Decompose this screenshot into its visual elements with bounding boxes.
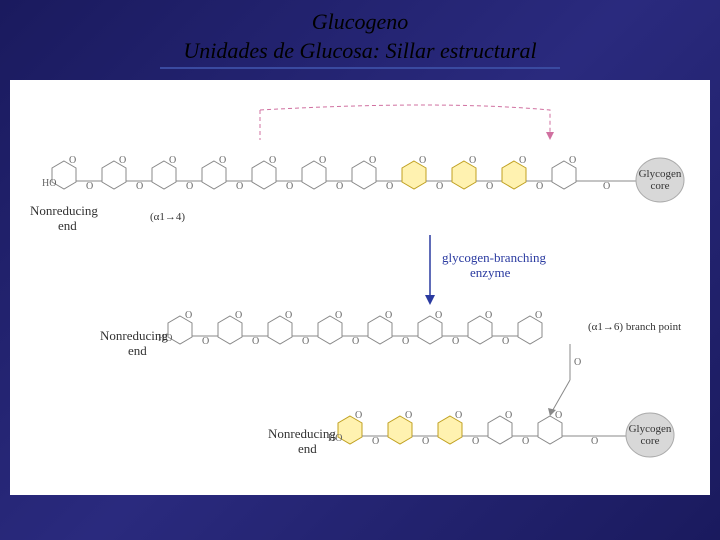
nonreducing-top-sub: end: [58, 218, 77, 233]
svg-text:O: O: [235, 310, 242, 321]
svg-text:O: O: [422, 436, 429, 447]
transfer-arrowhead: [546, 132, 554, 140]
svg-text:O: O: [252, 336, 259, 347]
nonreducing-mid-sub: end: [128, 343, 147, 358]
svg-text:O: O: [522, 436, 529, 447]
svg-text:O: O: [69, 155, 76, 166]
enzyme-label: glycogen-branching: [442, 250, 546, 265]
svg-text:O: O: [435, 310, 442, 321]
svg-text:O: O: [386, 181, 393, 192]
title-line-1: Glucogeno: [0, 8, 720, 37]
svg-text:O: O: [285, 310, 292, 321]
svg-text:O: O: [405, 410, 412, 421]
svg-text:O: O: [505, 410, 512, 421]
svg-text:O: O: [535, 310, 542, 321]
nonreducing-mid: Nonreducing: [100, 328, 168, 343]
chain-middle: O O O O O O O O O O O O O O O: [168, 310, 542, 347]
svg-text:O: O: [472, 436, 479, 447]
ho-top: HO: [42, 178, 56, 189]
transfer-dashed-arc: [260, 105, 550, 140]
enzyme-sub: enzyme: [470, 265, 511, 280]
diagram-svg: O O O O O O O O O O O O O O O O O O O O O O HO Nonreducing en…: [10, 80, 710, 495]
core-top-sub: core: [651, 180, 670, 192]
svg-text:O: O: [186, 181, 193, 192]
svg-text:O: O: [236, 181, 243, 192]
svg-text:O: O: [385, 310, 392, 321]
svg-text:O: O: [352, 336, 359, 347]
svg-text:O: O: [185, 310, 192, 321]
nonreducing-bot: Nonreducing: [268, 426, 336, 441]
svg-text:O: O: [269, 155, 276, 166]
svg-text:O: O: [402, 336, 409, 347]
slide: Glucogeno Unidades de Glucosa: Sillar es…: [0, 0, 720, 540]
svg-text:O: O: [336, 181, 343, 192]
nonreducing-top: Nonreducing: [30, 203, 98, 218]
svg-text:O: O: [202, 336, 209, 347]
svg-text:O: O: [486, 181, 493, 192]
svg-text:O: O: [372, 436, 379, 447]
svg-text:O: O: [436, 181, 443, 192]
core-top-label: Glycogen: [639, 168, 682, 180]
svg-text:O: O: [119, 155, 126, 166]
svg-text:O: O: [519, 155, 526, 166]
linkage-label: (α1→4): [150, 211, 185, 223]
svg-text:O: O: [591, 436, 598, 447]
branch-label: (α1→6) branch point: [588, 321, 681, 333]
svg-text:O: O: [319, 155, 326, 166]
svg-text:O: O: [485, 310, 492, 321]
title-line-2: Unidades de Glucosa: Sillar estructural: [0, 37, 720, 66]
svg-text:O: O: [574, 357, 581, 368]
svg-text:O: O: [555, 410, 562, 421]
nonreducing-bot-sub: end: [298, 441, 317, 456]
svg-text:O: O: [302, 336, 309, 347]
svg-text:O: O: [603, 181, 610, 192]
svg-text:O: O: [335, 310, 342, 321]
diagram-panel: O O O O O O O O O O O O O O O O O O O O O O HO Nonreducing en…: [10, 80, 710, 495]
enzyme-arrowhead: [425, 295, 435, 305]
svg-text:O: O: [536, 181, 543, 192]
svg-text:O: O: [355, 410, 362, 421]
svg-text:O: O: [86, 181, 93, 192]
chain-bottom: O O O O O O O O O O: [338, 410, 626, 447]
svg-text:O: O: [219, 155, 226, 166]
core-bot-sub: core: [641, 435, 660, 447]
svg-text:O: O: [502, 336, 509, 347]
svg-text:O: O: [169, 155, 176, 166]
svg-text:O: O: [452, 336, 459, 347]
svg-text:O: O: [286, 181, 293, 192]
svg-text:O: O: [455, 410, 462, 421]
title-underline: [160, 67, 560, 69]
svg-text:O: O: [136, 181, 143, 192]
svg-text:O: O: [469, 155, 476, 166]
svg-text:O: O: [569, 155, 576, 166]
core-bot-label: Glycogen: [629, 423, 672, 435]
svg-text:O: O: [419, 155, 426, 166]
svg-text:O: O: [369, 155, 376, 166]
chain-top: O O O O O O O O O O O O O O O O O O O O O O: [52, 155, 636, 192]
title-block: Glucogeno Unidades de Glucosa: Sillar es…: [0, 0, 720, 69]
